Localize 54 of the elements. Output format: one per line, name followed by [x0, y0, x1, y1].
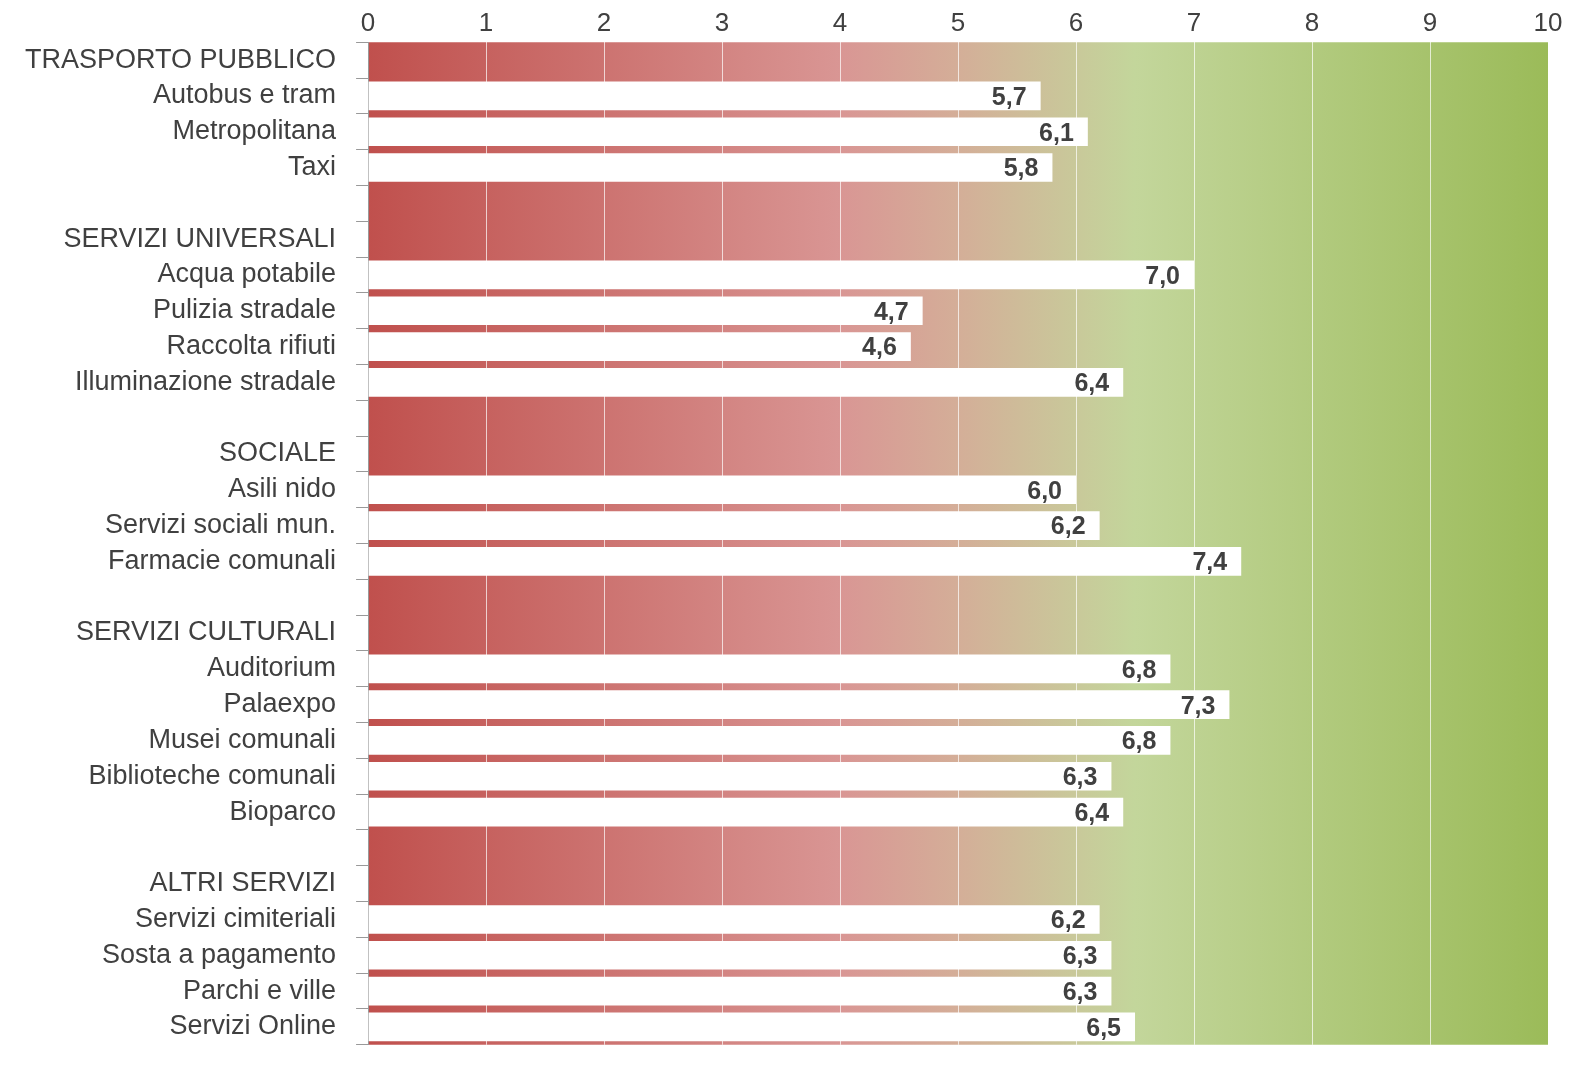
data-label: 4,6: [862, 332, 897, 361]
data-label: 6,3: [1062, 941, 1098, 970]
data-label: 4,7: [873, 296, 909, 325]
y-tick-label: Raccolta rifiuti: [166, 330, 337, 361]
x-tick-label: 8: [1304, 6, 1320, 37]
y-tick-label: SERVIZI UNIVERSALI: [63, 222, 337, 253]
y-tick-label: TRASPORTO PUBBLICO: [24, 43, 337, 74]
y-tick-label: Servizi Online: [169, 1010, 337, 1041]
y-tick-label: Auditorium: [207, 652, 337, 683]
data-label: 6,0: [1027, 475, 1063, 504]
x-tick-label: 0: [360, 6, 376, 37]
y-tick-label: SOCIALE: [219, 437, 337, 468]
x-tick-label: 2: [596, 6, 612, 37]
y-tick-label: Farmacie comunali: [108, 544, 337, 575]
y-tick-label: Autobus e tram: [152, 79, 337, 110]
data-label: 6,3: [1062, 762, 1098, 791]
y-tick-label: SERVIZI CULTURALI: [76, 616, 337, 647]
data-label: 7,0: [1145, 260, 1181, 289]
x-tick-label: 10: [1533, 6, 1563, 37]
y-tick-label: Musei comunali: [148, 723, 337, 754]
y-tick-label: Servizi sociali mun.: [105, 509, 337, 540]
y-tick-label: Metropolitana: [172, 115, 338, 146]
y-tick-label: Asili nido: [228, 473, 337, 504]
data-label: 5,7: [991, 81, 1027, 110]
data-label: 7,4: [1192, 547, 1228, 576]
data-label: 6,1: [1039, 117, 1074, 146]
y-tick-label: Servizi cimiteriali: [135, 902, 337, 933]
y-tick-label: Biblioteche comunali: [88, 759, 337, 790]
data-label: 6,3: [1062, 976, 1098, 1005]
y-tick-label: Palaexpo: [223, 688, 337, 719]
data-label: 6,2: [1050, 511, 1086, 540]
y-tick-label: Illuminazione stradale: [74, 365, 337, 396]
y-tick-label: Acqua potabile: [157, 258, 337, 289]
x-tick-label: 7: [1186, 6, 1202, 37]
x-tick-label: 9: [1422, 6, 1438, 37]
data-label: 5,8: [1003, 153, 1039, 182]
data-label: 6,2: [1050, 905, 1086, 934]
data-label: 6,5: [1086, 1012, 1122, 1041]
data-label: 7,3: [1180, 690, 1216, 719]
y-tick-label: Parchi e ville: [183, 974, 337, 1005]
data-label: 6,8: [1121, 654, 1157, 683]
data-label: 6,8: [1121, 726, 1157, 755]
y-tick-label: Taxi: [288, 150, 337, 181]
x-tick-label: 1: [478, 6, 494, 37]
y-tick-label: ALTRI SERVIZI: [149, 867, 337, 898]
data-label: 6,4: [1074, 797, 1110, 826]
y-tick-label: Pulizia stradale: [152, 294, 337, 325]
y-tick-label: Sosta a pagamento: [101, 938, 337, 969]
y-tick-label: Bioparco: [229, 795, 337, 826]
data-label: 6,4: [1074, 368, 1110, 397]
x-tick-label: 5: [950, 6, 966, 37]
x-tick-label: 3: [714, 6, 730, 37]
x-tick-label: 4: [832, 6, 848, 37]
x-tick-label: 6: [1068, 6, 1084, 37]
